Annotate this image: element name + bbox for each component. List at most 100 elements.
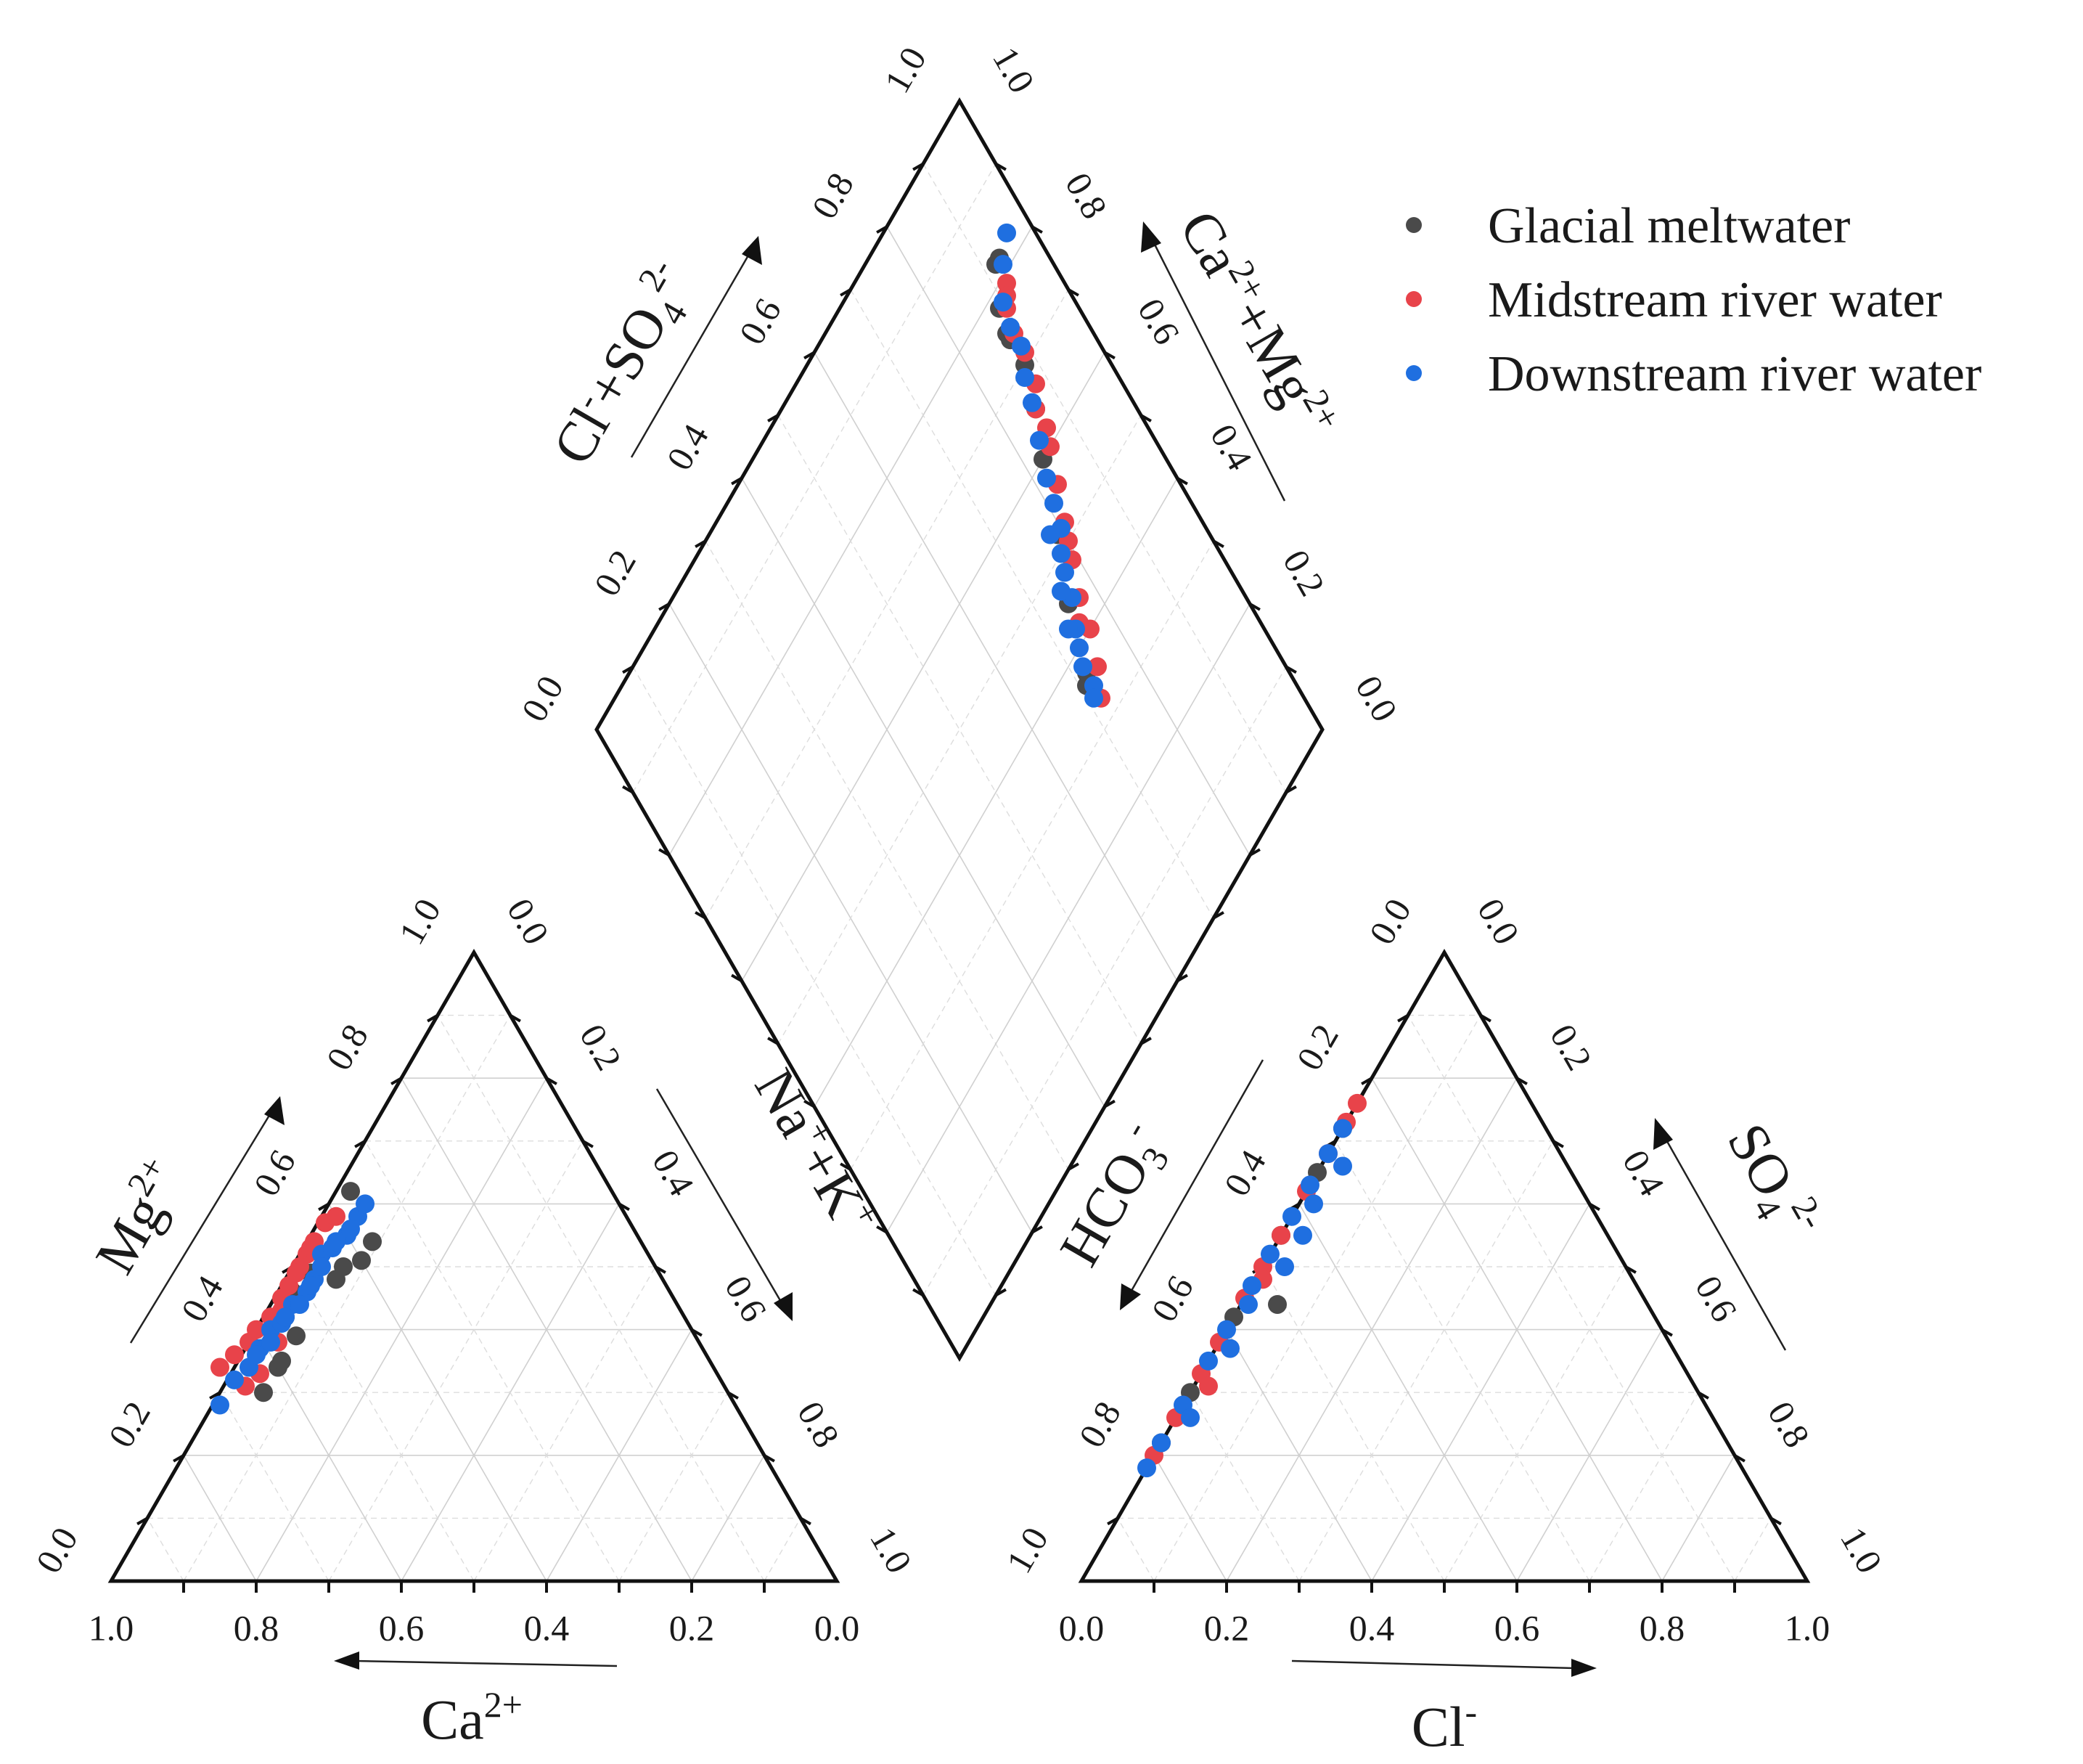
cation-left-tick-label: 0.8 (318, 1017, 376, 1077)
anion-right-tick (1661, 1328, 1673, 1337)
axis-arrow-ca-mg (1141, 221, 1286, 502)
anion-point (1137, 1458, 1156, 1478)
cation-left-tick-label: 0.6 (245, 1143, 303, 1203)
diamond-lower-left-tick (876, 1225, 888, 1234)
legend-entry-downstream: Downstream river water (1406, 346, 1981, 402)
cation-point (334, 1257, 353, 1276)
diamond-grid-a (705, 289, 1069, 919)
cation-left-tick (173, 1454, 184, 1463)
diamond-lower-left-tick (731, 973, 742, 983)
axis-arrow-hco3 (1120, 1059, 1264, 1310)
anion-right-tick-label: 0.2 (1542, 1017, 1600, 1077)
diamond-point (1012, 336, 1031, 356)
cation-right-tick (764, 1454, 775, 1463)
diamond-right-tick (1213, 539, 1224, 548)
cation-right-tick (510, 1013, 521, 1023)
anion-bottom-tick-label: 1.0 (1785, 1607, 1830, 1648)
anion-point (1199, 1351, 1218, 1371)
anion-left-tick-label: 0.6 (1143, 1269, 1201, 1328)
diamond-right-tick (1104, 351, 1116, 360)
cation-left-tick (354, 1140, 366, 1148)
cation-point (247, 1345, 266, 1365)
diamond-point (1059, 619, 1078, 639)
anion-point (1282, 1206, 1301, 1226)
anion-grid-a (1190, 1392, 1300, 1582)
diamond-right-tick (1285, 665, 1297, 674)
anion-bottom-tick-label: 0.8 (1640, 1607, 1685, 1648)
diamond-right-tick-label: 0.2 (1275, 543, 1333, 603)
cation-point (276, 1307, 295, 1327)
legend-marker-glacial (1406, 217, 1422, 233)
diamond-right-tick-label: 0.6 (1130, 292, 1188, 351)
cation-right-tick (582, 1140, 594, 1148)
anion-grid-a (1153, 1455, 1227, 1582)
cation-left-tick (318, 1202, 330, 1212)
svg-text:Downstream river water: Downstream river water (1488, 346, 1981, 402)
anion-point (1221, 1339, 1240, 1358)
diamond-point (1052, 581, 1071, 601)
cation-grid-a (437, 1015, 765, 1582)
diamond-lower-right-tick (995, 1288, 1007, 1297)
svg-text:Glacial meltwater: Glacial meltwater (1488, 198, 1850, 254)
cation-grid-a (364, 1140, 620, 1582)
diamond-lower-left-tick (767, 1037, 779, 1045)
axis-title-na-k: Na++K+ (742, 1058, 891, 1233)
cation-left-tick-label: 0.4 (173, 1269, 231, 1328)
anion-left-tick-label: 0.2 (1288, 1017, 1346, 1077)
cation-point (352, 1251, 371, 1270)
svg-text:Midstream river water: Midstream river water (1488, 272, 1942, 328)
diamond-point (1084, 688, 1103, 708)
diamond-right-tick (1068, 288, 1079, 297)
anion-left-tick-label: 0.0 (1361, 891, 1419, 951)
diamond-point (1070, 638, 1089, 658)
diamond-left-tick-label: 0.2 (586, 543, 644, 603)
cation-point (225, 1370, 244, 1389)
cation-point (341, 1220, 360, 1239)
diamond-grid-b (705, 540, 1069, 1170)
diamond-grid-a (777, 415, 1142, 1045)
cation-left-tick (390, 1077, 402, 1085)
diamond-grid-b (850, 289, 1214, 919)
cation-bottom-tick-label: 0.0 (814, 1607, 860, 1648)
diamond-lower-left-tick (622, 785, 634, 794)
cation-right-tick (618, 1202, 630, 1212)
diamond-point (1037, 468, 1056, 488)
axis-title-cl: Cl- (1412, 1691, 1477, 1758)
anion-right-tick-label: 0.6 (1687, 1269, 1746, 1328)
cation-right-tick-label: 0.2 (572, 1017, 630, 1077)
diamond-right-tick-label: 0.8 (1057, 166, 1116, 225)
diamond-left-tick (731, 476, 742, 486)
diamond-point (1015, 368, 1034, 388)
diamond-point (1088, 657, 1107, 677)
anion-right-tick (1552, 1140, 1564, 1148)
cation-point (290, 1294, 309, 1314)
diamond-point (1030, 430, 1049, 450)
diamond-right-tick (995, 162, 1007, 171)
axis-arrow-so4 (1653, 1118, 1787, 1351)
legend-marker-midstream (1406, 291, 1422, 307)
diamond-point (1001, 317, 1020, 337)
cation-right-tick-label: 1.0 (862, 1520, 920, 1580)
cation-bottom-tick-label: 0.8 (234, 1607, 279, 1648)
anion-point (1301, 1175, 1319, 1195)
diamond-grid-a (632, 163, 997, 793)
anion-point (1152, 1433, 1171, 1453)
diamond-lower-left-tick (695, 911, 706, 920)
cation-point (363, 1232, 382, 1251)
anion-grid-b (1153, 1015, 1481, 1582)
diamond-lower-right-tick (1213, 911, 1224, 920)
cation-grid-a (147, 1518, 184, 1582)
cation-grid-a (219, 1392, 330, 1582)
anion-right-tick (1589, 1202, 1600, 1212)
anion-point (1243, 1275, 1261, 1295)
diamond-left-tick-label: 0.8 (803, 166, 862, 225)
anion-point (1261, 1244, 1280, 1264)
cation-left-tick-label: 0.2 (100, 1395, 158, 1454)
diamond-point (1041, 525, 1060, 544)
anion-point (1333, 1156, 1352, 1176)
axis-arrow-na-k (655, 1088, 793, 1321)
cation-point (287, 1326, 306, 1346)
cation-left-tick-label: 0.0 (28, 1520, 86, 1580)
cation-triangle-frame (107, 949, 840, 1583)
diamond-right-tick (1140, 414, 1152, 422)
